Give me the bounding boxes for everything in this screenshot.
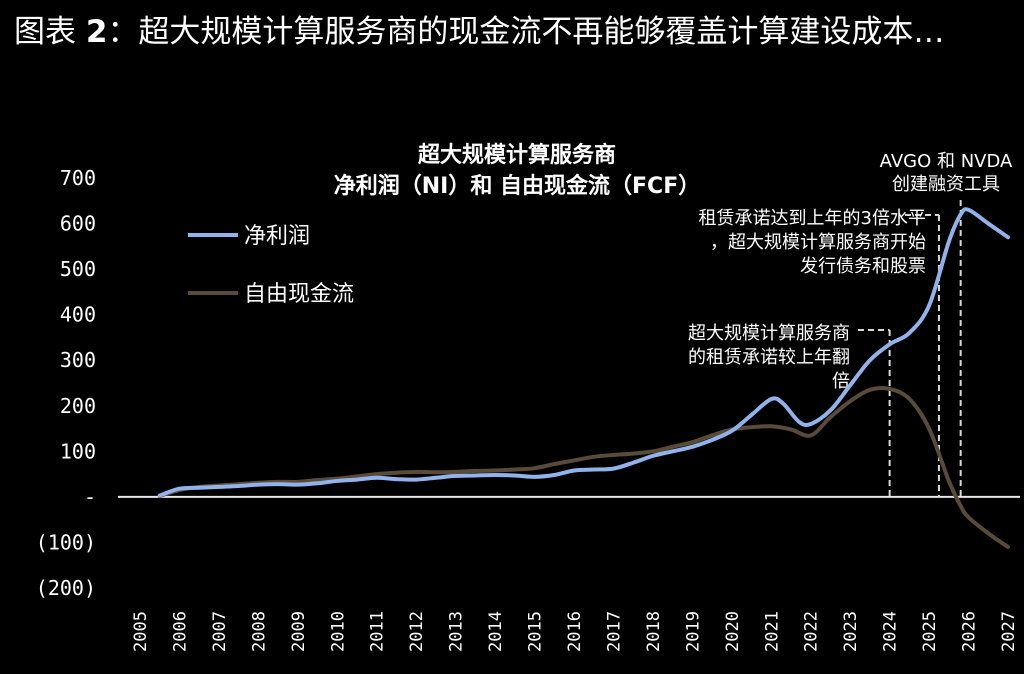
x-tick-label: 2019 bbox=[683, 611, 703, 652]
x-tick-label: 2006 bbox=[170, 611, 190, 652]
x-tick-label: 2014 bbox=[486, 611, 506, 652]
x-tick-label: 2005 bbox=[131, 611, 151, 652]
x-tick-label: 2025 bbox=[920, 611, 940, 652]
series-line-net-income bbox=[157, 207, 1010, 498]
x-axis: 2005 2006 2007 2008 2009 2010 2011 2012 2013 2014… bbox=[131, 611, 1019, 652]
y-tick-label: 500 bbox=[60, 257, 96, 281]
annotation-text: 发行债务和股票 bbox=[800, 256, 926, 277]
annotation-text: 创建融资工具 bbox=[892, 174, 1000, 195]
x-tick-label: 2017 bbox=[604, 611, 624, 652]
y-tick-label: 200 bbox=[60, 394, 96, 418]
y-tick-label: (200) bbox=[36, 576, 96, 600]
chart-title-line2: 净利润（NI）和 自由现金流（FCF） bbox=[334, 173, 700, 199]
legend-label-fcf: 自由现金流 bbox=[244, 282, 354, 307]
x-tick-label: 2011 bbox=[368, 611, 388, 652]
y-tick-label: - bbox=[84, 485, 96, 509]
chart-title: 超大规模计算服务商 净利润（NI）和 自由现金流（FCF） bbox=[334, 142, 700, 199]
annotation-text: 超大规模计算服务商 bbox=[688, 323, 850, 344]
x-tick-label: 2007 bbox=[210, 611, 230, 652]
figure-title: 图表 2：超大规模计算服务商的现金流不再能够覆盖计算建设成本… bbox=[14, 14, 945, 50]
x-tick-label: 2022 bbox=[802, 611, 822, 652]
x-tick-label: 2023 bbox=[841, 611, 861, 652]
annotation-text: 的租赁承诺较上年翻 bbox=[688, 347, 850, 368]
x-tick-label: 2010 bbox=[328, 611, 348, 652]
chart-title-line1: 超大规模计算服务商 bbox=[418, 142, 616, 168]
x-tick-label: 2021 bbox=[762, 611, 782, 652]
y-tick-label: 400 bbox=[60, 303, 96, 327]
x-tick-label: 2027 bbox=[999, 611, 1019, 652]
y-axis: 700 600 500 400 300 200 100 - (100) (200) bbox=[36, 166, 96, 600]
x-tick-label: 2013 bbox=[447, 611, 467, 652]
legend: 净利润 自由现金流 bbox=[188, 224, 354, 307]
series-layer bbox=[157, 207, 1010, 549]
y-tick-label: (100) bbox=[36, 530, 96, 554]
x-tick-label: 2020 bbox=[723, 611, 743, 652]
series-line-fcf bbox=[157, 386, 1010, 549]
x-tick-label: 2012 bbox=[407, 611, 427, 652]
x-tick-label: 2015 bbox=[526, 611, 546, 652]
annotation-text: 倍 bbox=[832, 371, 850, 392]
x-tick-label: 2009 bbox=[289, 611, 309, 652]
y-tick-label: 300 bbox=[60, 348, 96, 372]
annotation-text: AVGO 和 NVDA bbox=[880, 151, 1013, 172]
x-tick-label: 2026 bbox=[960, 611, 980, 652]
annotation-text: ，超大规模计算服务商开始 bbox=[710, 232, 926, 253]
x-tick-label: 2008 bbox=[249, 611, 269, 652]
x-tick-label: 2024 bbox=[881, 611, 901, 652]
y-tick-label: 600 bbox=[60, 212, 96, 236]
y-tick-label: 100 bbox=[60, 439, 96, 463]
legend-label-net-income: 净利润 bbox=[244, 224, 310, 249]
annotation-text: 租赁承诺达到上年的3倍水平 bbox=[699, 208, 926, 229]
y-tick-label: 700 bbox=[60, 166, 96, 190]
x-tick-label: 2016 bbox=[565, 611, 585, 652]
x-tick-label: 2018 bbox=[644, 611, 664, 652]
